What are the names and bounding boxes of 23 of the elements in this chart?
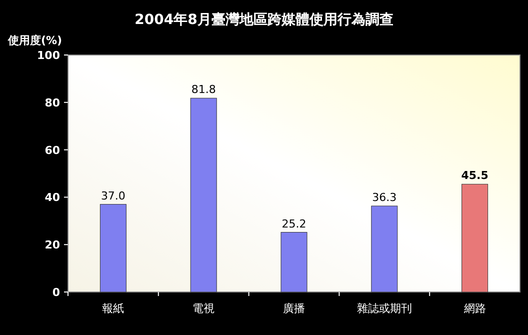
bar (280, 232, 308, 292)
data-label: 36.3 (372, 190, 397, 204)
y-tick-label: 80 (44, 96, 60, 110)
bar (371, 206, 398, 292)
y-tick-label: 40 (44, 191, 60, 204)
y-tick-label: 0 (52, 286, 60, 299)
chart-title: 2004年8月臺灣地區跨媒體使用行為調查 (134, 11, 394, 28)
data-label: 81.8 (191, 83, 216, 96)
x-tick-label: 報紙 (102, 302, 124, 315)
x-tick-label: 廣播 (283, 302, 305, 315)
x-tick-label: 網路 (462, 302, 486, 315)
y-tick-label: 20 (44, 238, 60, 252)
y-tick-label: 100 (37, 49, 60, 62)
bar (100, 204, 126, 292)
x-tick-label: 電視 (192, 302, 215, 315)
x-tick-label: 雜誌或期刊 (356, 302, 412, 315)
bar (190, 98, 217, 292)
y-axis-title: 使用度(%) (7, 34, 62, 47)
data-label: 25.2 (282, 217, 306, 230)
data-label: 45.5 (461, 169, 488, 182)
bar (462, 184, 488, 292)
y-tick-label: 60 (44, 144, 60, 157)
data-label: 37.0 (100, 189, 126, 202)
